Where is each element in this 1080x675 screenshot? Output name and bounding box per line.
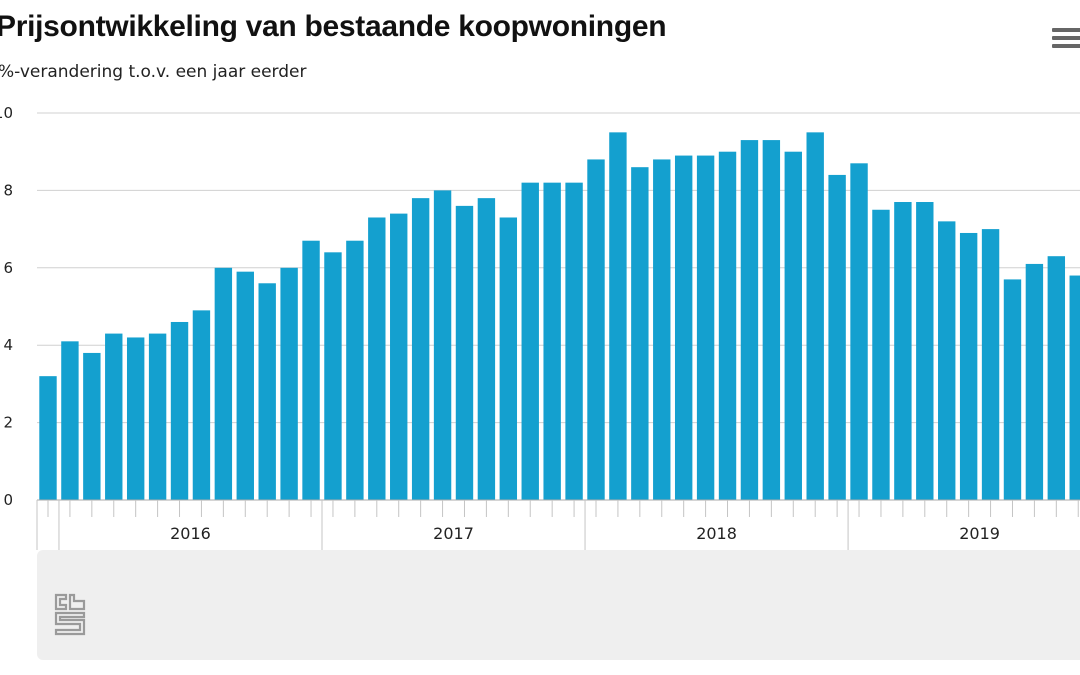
hamburger-menu-icon[interactable] [1052, 28, 1080, 54]
bar-2018-12[interactable] [828, 174, 846, 501]
bar-2016-06[interactable] [170, 321, 189, 500]
bar-2016-10[interactable] [258, 283, 276, 500]
bar-2018-10[interactable] [784, 151, 802, 500]
bar-2018-05[interactable] [674, 155, 693, 500]
bar-2019-02[interactable] [872, 209, 890, 500]
y-tick-label: 4 [3, 336, 13, 354]
bar-2019-11[interactable] [1069, 275, 1080, 500]
bar-2016-09[interactable] [236, 271, 254, 500]
footer-panel [37, 550, 1080, 660]
y-tick-label: 10 [0, 104, 13, 122]
x-year-label: 2016 [170, 524, 211, 543]
y-tick-label: 6 [3, 259, 13, 277]
y-tick-label: 8 [3, 181, 13, 199]
bar-2019-03[interactable] [894, 202, 912, 500]
bar-2016-08[interactable] [214, 267, 233, 500]
bar-2018-06[interactable] [696, 155, 715, 500]
bar-2017-09[interactable] [499, 217, 518, 501]
bar-2016-02[interactable] [83, 352, 101, 500]
chart-subtitle: %-verandering t.o.v. een jaar eerder [0, 62, 307, 82]
bar-2017-03[interactable] [368, 217, 386, 501]
y-tick-label: 2 [3, 414, 13, 432]
bar-2017-05[interactable] [411, 198, 430, 500]
bar-2019-06[interactable] [959, 232, 978, 500]
bar-2019-01[interactable] [850, 163, 868, 500]
bar-2016-12[interactable] [302, 240, 320, 500]
x-year-label: 2017 [433, 524, 474, 543]
bar-2018-11[interactable] [806, 132, 824, 500]
bar-2018-07[interactable] [718, 151, 737, 500]
tick-labels: 0 2 4 6 8 10 2016 2017 2018 2019 [0, 104, 1000, 543]
bar-2019-05[interactable] [938, 221, 956, 501]
bar-2018-09[interactable] [762, 140, 781, 500]
bar-2016-04[interactable] [126, 337, 145, 500]
bar-2019-10[interactable] [1047, 256, 1066, 500]
bar-2017-10[interactable] [521, 182, 539, 500]
bar-2019-08[interactable] [1003, 279, 1022, 500]
bar-2017-04[interactable] [390, 213, 408, 500]
bar-2016-05[interactable] [148, 333, 167, 500]
bar-2017-07[interactable] [455, 205, 474, 500]
y-tick-label: 0 [3, 491, 13, 509]
bar-2016-03[interactable] [105, 333, 123, 500]
bar-2018-04[interactable] [653, 159, 671, 500]
bar-2017-01[interactable] [324, 252, 342, 500]
bar-2017-12[interactable] [565, 182, 583, 500]
bars [39, 132, 1080, 501]
bar-2018-02[interactable] [609, 132, 627, 500]
bar-2017-11[interactable] [543, 182, 561, 500]
bar-2016-11[interactable] [280, 267, 298, 500]
bar-2018-01[interactable] [587, 159, 605, 500]
x-axis [36, 499, 1080, 550]
bar-2017-06[interactable] [433, 190, 452, 500]
bar-2019-07[interactable] [981, 229, 1000, 500]
bar-2019-04[interactable] [916, 202, 934, 500]
bar-2016-01[interactable] [61, 341, 79, 500]
bar-2018-03[interactable] [631, 167, 649, 500]
bar-2017-02[interactable] [346, 240, 364, 500]
bar-2016-07[interactable] [192, 310, 211, 500]
cbs-logo-icon [54, 593, 86, 636]
bar-2015-12[interactable] [39, 376, 57, 500]
menu-line [1052, 28, 1080, 32]
chart-title: Prijsontwikkeling van bestaande koopwoni… [0, 10, 667, 43]
bar-2019-09[interactable] [1025, 263, 1044, 500]
menu-line [1052, 36, 1080, 40]
x-year-label: 2018 [696, 524, 737, 543]
menu-line [1052, 44, 1080, 48]
bar-2018-08[interactable] [740, 140, 759, 500]
x-year-label: 2019 [959, 524, 1000, 543]
bar-2017-08[interactable] [477, 198, 496, 500]
